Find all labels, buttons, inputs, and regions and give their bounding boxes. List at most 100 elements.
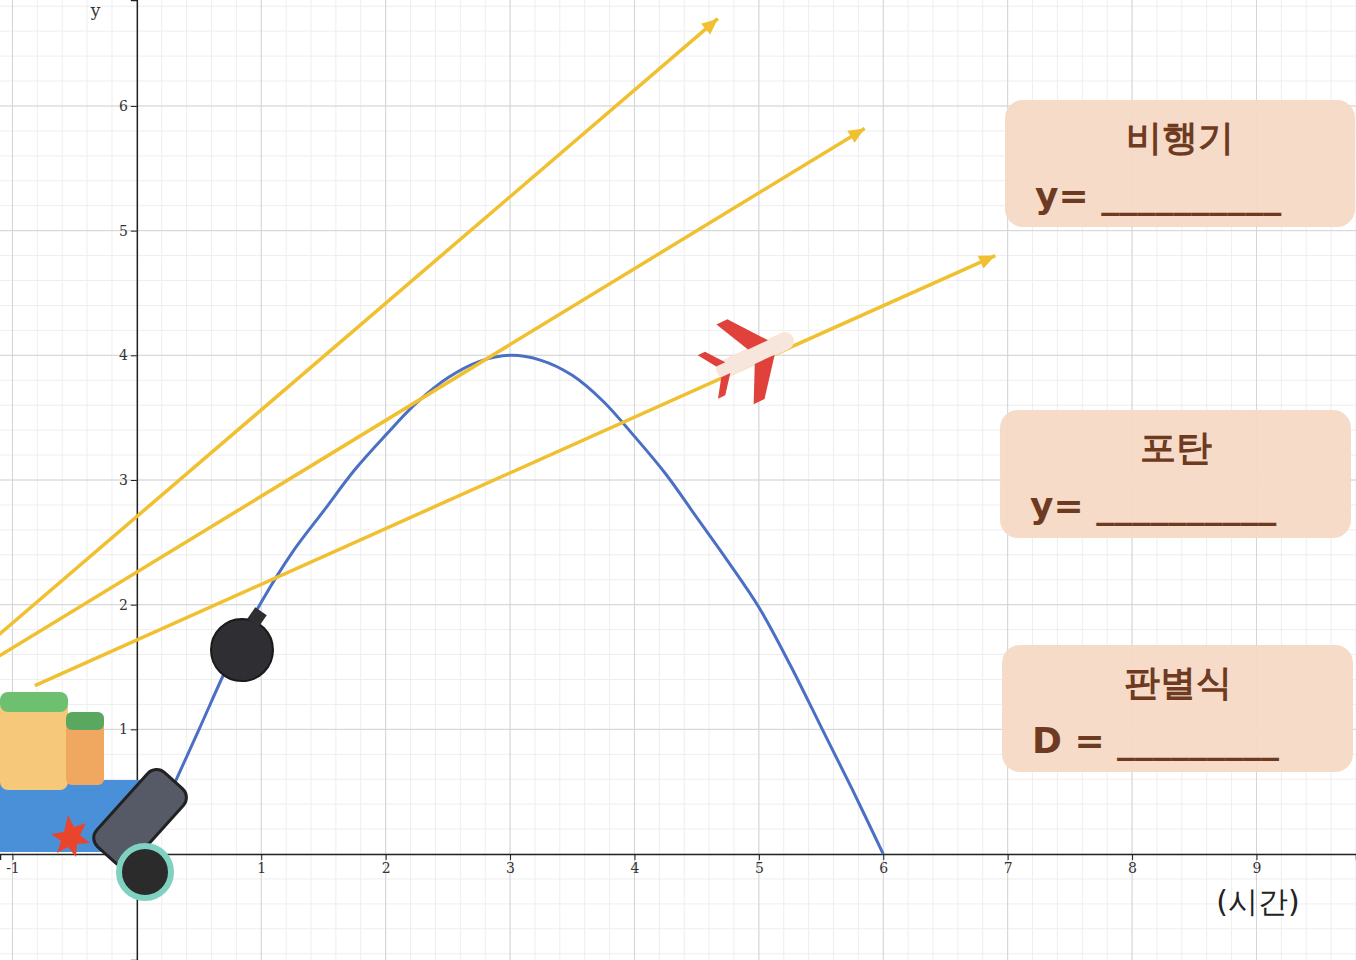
- cannon-spark: [51, 815, 90, 857]
- y-tick: 5: [119, 223, 137, 239]
- trajectory: [168, 355, 883, 854]
- y-tick-mark: [131, 106, 137, 107]
- minor-grid-y: [0, 554, 1356, 555]
- annotation-panel: 판별식 D = _________: [1002, 645, 1353, 772]
- minor-grid-y: [0, 6, 1356, 7]
- bomb-cap: [247, 607, 266, 626]
- chart: -1123456789123456y(시간)비행기y= __________포탄…: [0, 0, 1356, 960]
- panel-text: y= __________: [1030, 485, 1276, 526]
- x-tick-label: 4: [630, 860, 639, 876]
- minor-grid-y: [0, 305, 1356, 306]
- y-tick-label: 6: [119, 98, 128, 114]
- panel-title: 포탄: [1140, 427, 1212, 468]
- x-tick: 1: [257, 854, 266, 876]
- arrow-line: [0, 19, 718, 636]
- minor-grid-y: [0, 804, 1356, 805]
- y-tick-mark: [131, 729, 137, 730]
- x-tick-label: -1: [6, 860, 20, 876]
- x-tick: 6: [879, 854, 888, 876]
- y-axis-title: y: [90, 0, 101, 20]
- minor-grid-y: [0, 31, 1356, 32]
- island-cliff: [0, 700, 68, 790]
- arrow-head: [978, 256, 995, 269]
- arrow-head: [847, 128, 864, 142]
- y-tick: 3: [119, 472, 137, 488]
- arrow-head: [701, 19, 718, 35]
- x-tick-label: 9: [1253, 860, 1262, 876]
- minor-grid-y: [0, 878, 1356, 879]
- bomb: [211, 619, 273, 681]
- x-axis-line: [1, 855, 1356, 861]
- decorations: [0, 297, 812, 898]
- arrow-line: [0, 128, 865, 657]
- minor-grid-y: [0, 604, 1356, 605]
- annotation-panel: 포탄 y= __________: [1000, 410, 1351, 538]
- y-tick: 4: [119, 347, 137, 363]
- plane-tail: [698, 346, 738, 399]
- island-cliff-top: [0, 692, 68, 712]
- y-tick-label: 5: [119, 223, 128, 239]
- minor-grid-y: [0, 81, 1356, 82]
- x-tick-label: 5: [755, 860, 764, 876]
- panel-text: D = _________: [1032, 720, 1279, 761]
- x-tick: 8: [1128, 854, 1137, 876]
- grid: [0, 0, 1356, 960]
- y-tick-label: 1: [119, 721, 128, 737]
- y-tick-mark: [131, 231, 137, 232]
- y-tick-mark: [131, 355, 137, 356]
- minor-grid-y: [0, 255, 1356, 256]
- x-tick-label: 7: [1004, 860, 1013, 876]
- minor-grid-y: [0, 230, 1356, 231]
- minor-grid-y: [0, 330, 1356, 331]
- x-tick: 2: [382, 854, 391, 876]
- y-tick-label: 4: [119, 347, 128, 363]
- x-tick: 9: [1253, 854, 1262, 876]
- x-tick-label: 3: [506, 860, 515, 876]
- minor-grid-y: [0, 380, 1356, 381]
- airplane: [689, 297, 811, 416]
- minor-grid-y: [0, 779, 1356, 780]
- panel-box: [1002, 645, 1353, 772]
- x-axis-title: (시간): [1216, 884, 1299, 919]
- y-tick-mark: [131, 480, 137, 481]
- y-tick: 1: [119, 721, 137, 737]
- x-tick: -1: [6, 854, 20, 876]
- minor-grid-y: [0, 829, 1356, 830]
- y-tick-label: 3: [119, 472, 128, 488]
- plot-area: [0, 19, 995, 854]
- x-tick-label: 6: [879, 860, 888, 876]
- x-tick-label: 2: [382, 860, 391, 876]
- minor-grid-y: [0, 280, 1356, 281]
- y-tick: 2: [119, 597, 137, 613]
- grid-line-y: [0, 604, 1356, 605]
- grid-line-y: [0, 355, 1356, 356]
- minor-grid-y: [0, 579, 1356, 580]
- y-tick: 6: [119, 98, 137, 114]
- minor-grid-y: [0, 903, 1356, 904]
- panel-box: [1005, 100, 1355, 227]
- x-tick-label: 8: [1128, 860, 1137, 876]
- grid-line-y: [0, 230, 1356, 231]
- minor-grid-y: [0, 405, 1356, 406]
- minor-grid-y: [0, 953, 1356, 954]
- x-tick: 3: [506, 854, 515, 876]
- cannon-wheel: [119, 846, 171, 898]
- annotation-panel: 비행기 y= __________: [1005, 100, 1355, 227]
- panel-box: [1000, 410, 1351, 538]
- panel-title: 비행기: [1126, 117, 1234, 158]
- plane-wing: [716, 308, 767, 358]
- x-tick: 4: [630, 854, 639, 876]
- plane-wing: [738, 355, 789, 405]
- minor-grid-y: [0, 56, 1356, 57]
- minor-grid-y: [0, 355, 1356, 356]
- x-tick: 7: [1004, 854, 1013, 876]
- y-tick-mark: [131, 605, 137, 606]
- x-tick-label: 1: [257, 860, 266, 876]
- panel-text: y= __________: [1035, 175, 1281, 216]
- x-tick: 5: [755, 854, 764, 876]
- panel-title: 판별식: [1124, 662, 1232, 703]
- arrow-line: [35, 256, 995, 686]
- y-tick-label: 2: [119, 597, 128, 613]
- minor-grid-y: [0, 629, 1356, 630]
- minor-grid-y: [0, 928, 1356, 929]
